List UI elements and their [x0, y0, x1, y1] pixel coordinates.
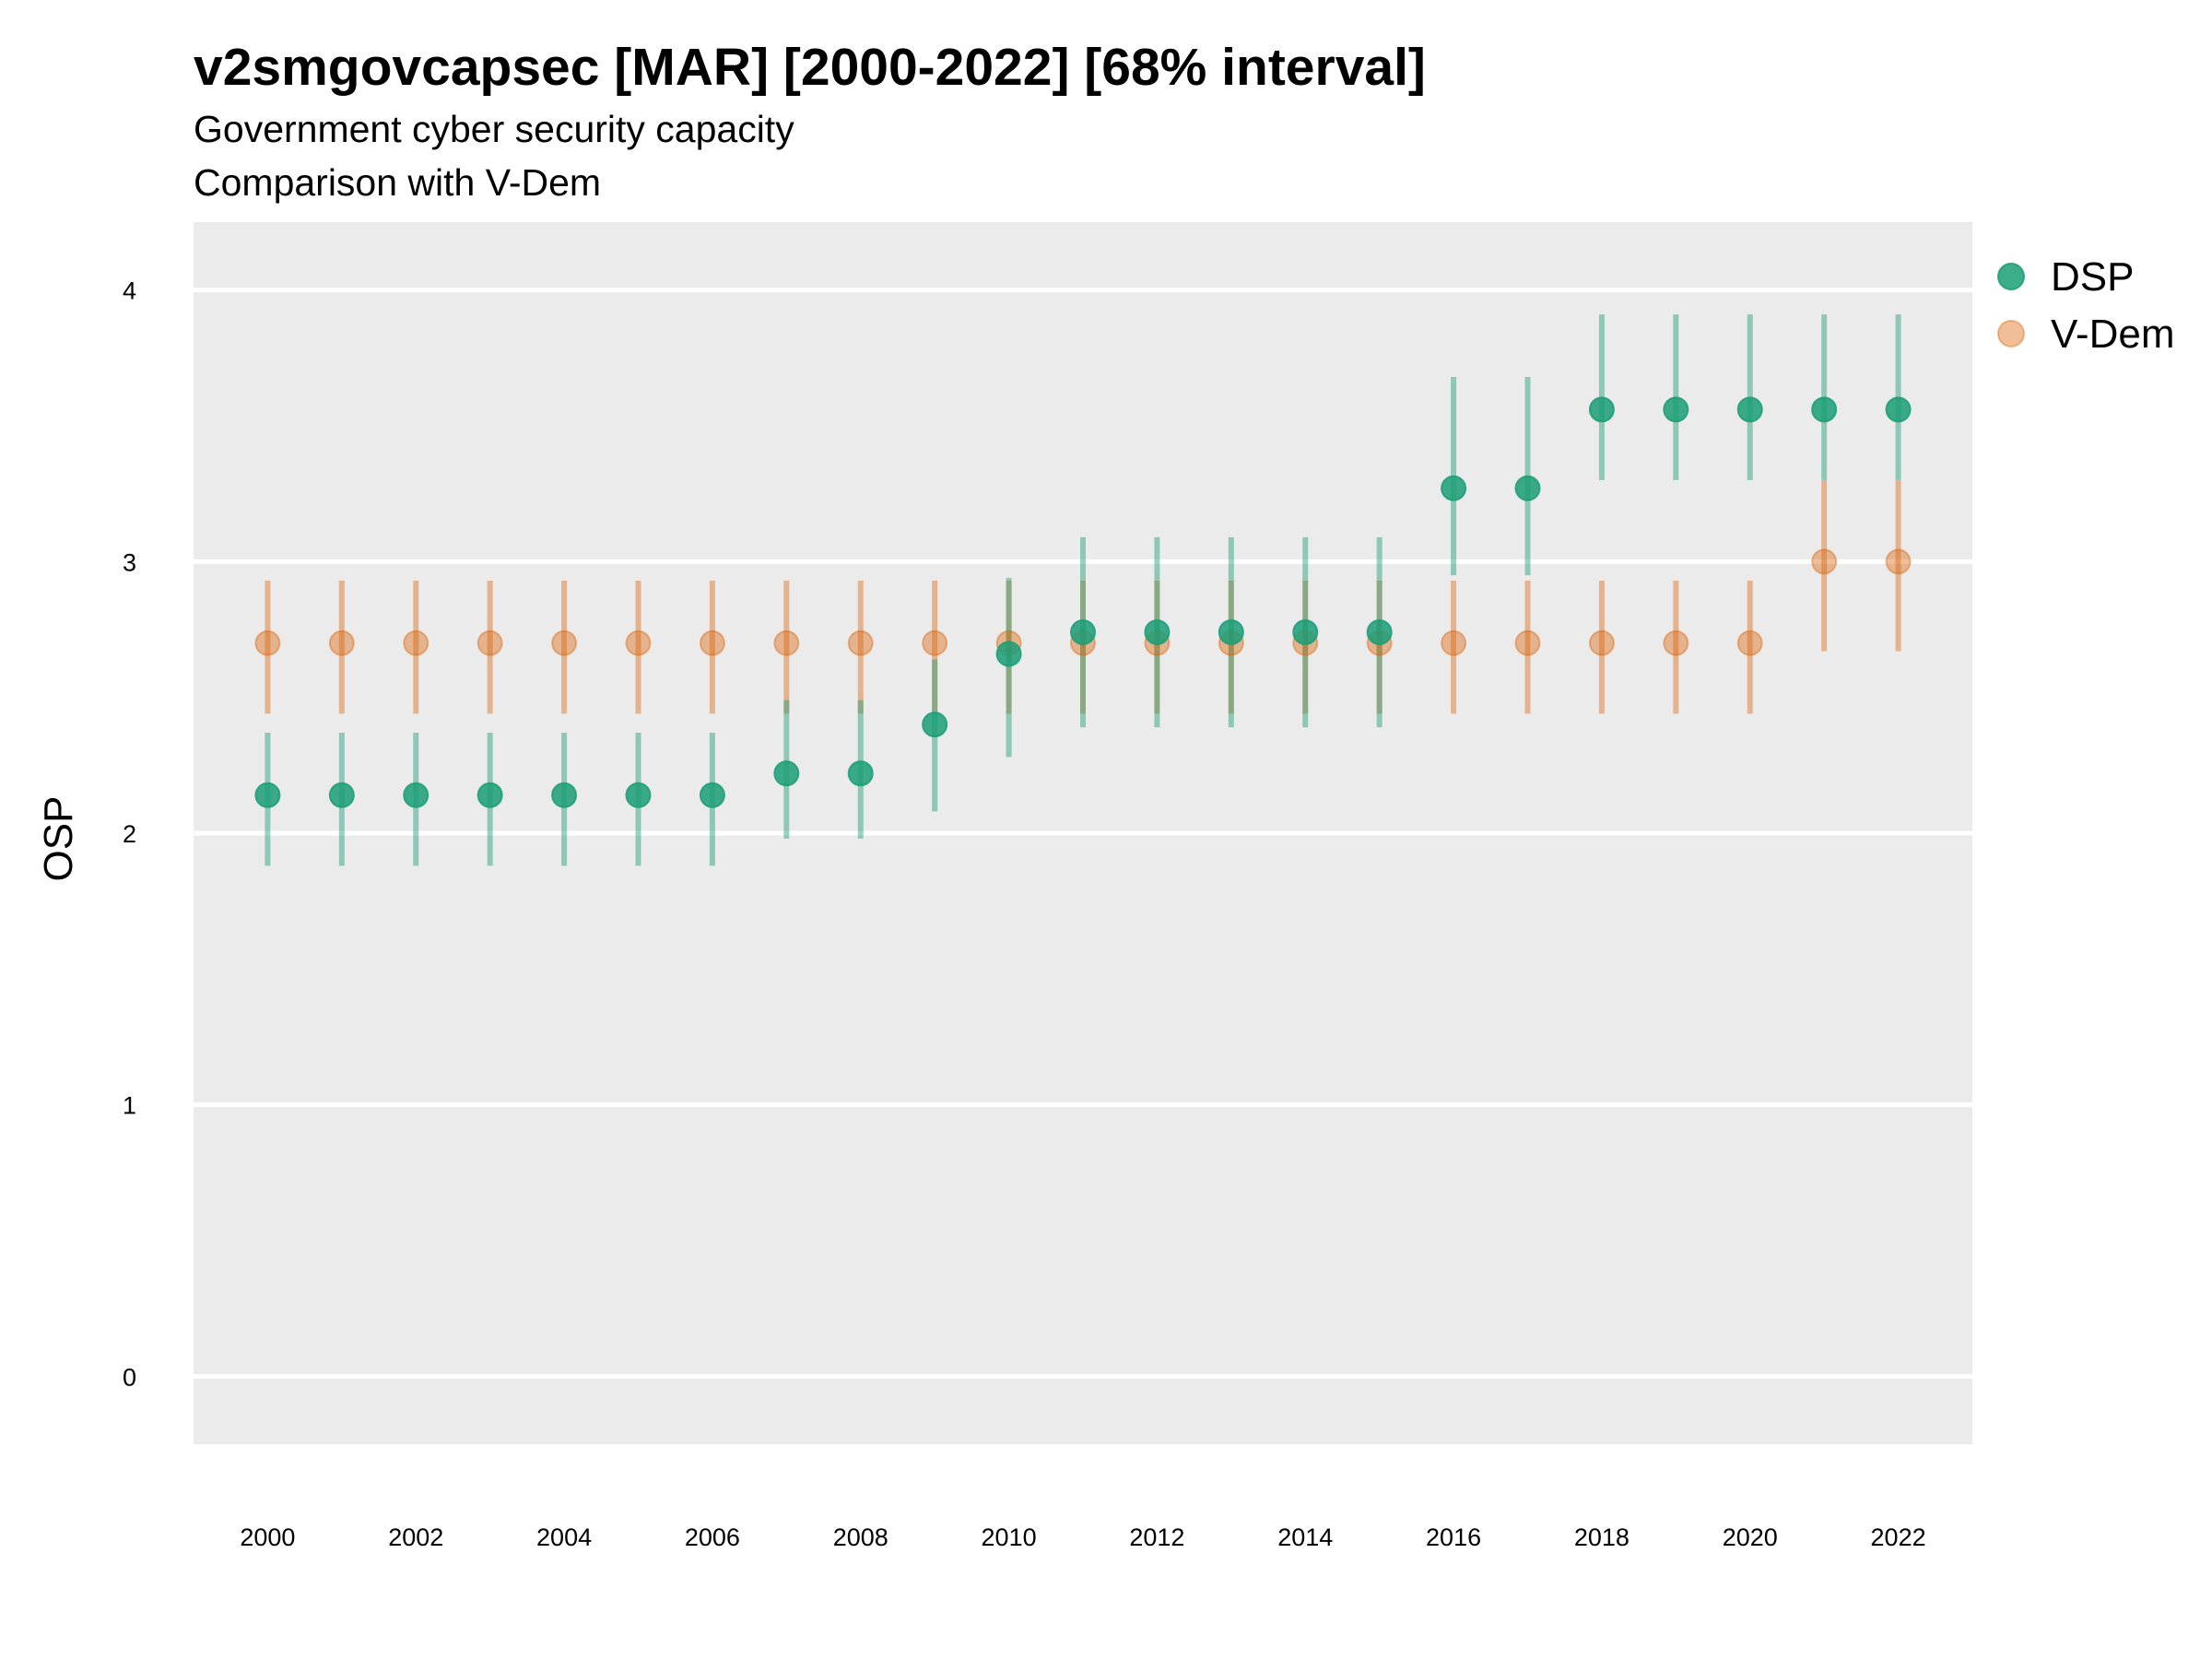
legend-label: DSP	[2051, 254, 2134, 300]
x-tick-label: 2002	[388, 1524, 443, 1551]
data-point	[254, 782, 281, 808]
data-points	[254, 396, 1912, 808]
x-tick-label: 2014	[1277, 1524, 1333, 1551]
data-point	[1736, 396, 1763, 423]
y-tick-label: 2	[123, 820, 136, 848]
legend-key	[1997, 320, 2025, 347]
chart-subtitle: Government cyber security capacity	[194, 108, 794, 150]
data-point	[403, 629, 429, 656]
y-axis-ticks: 0 1 2 3 4	[123, 277, 136, 1392]
data-point	[477, 629, 503, 656]
data-point	[922, 712, 948, 738]
data-point	[1663, 396, 1689, 423]
data-point	[847, 760, 874, 787]
data-point	[1366, 618, 1393, 645]
data-point	[847, 629, 874, 656]
data-point	[699, 629, 725, 656]
x-tick-label: 2020	[1723, 1524, 1778, 1551]
y-tick-label: 1	[123, 1092, 136, 1120]
legend: DSP V-Dem	[1997, 254, 2174, 357]
data-point	[551, 782, 578, 808]
y-tick-label: 0	[123, 1363, 136, 1391]
data-point	[625, 629, 652, 656]
x-tick-label: 2000	[240, 1524, 295, 1551]
data-point	[1070, 618, 1096, 645]
data-point	[1663, 629, 1689, 656]
data-point	[773, 760, 800, 787]
chart-subtitle-2: Comparison with V-Dem	[194, 161, 601, 204]
x-tick-label: 2018	[1574, 1524, 1630, 1551]
x-tick-label: 2016	[1426, 1524, 1481, 1551]
data-point	[1218, 618, 1244, 645]
x-tick-label: 2004	[536, 1524, 592, 1551]
legend-key	[1997, 263, 2025, 290]
x-axis-ticks: 2000 2002 2004 2006 2008 2010 2012 2014 2016 2018…	[240, 1524, 1925, 1551]
data-point	[1885, 396, 1912, 423]
chart-title: v2smgovcapsec [MAR] [2000-2022] [68% int…	[194, 38, 1426, 97]
x-tick-label: 2006	[685, 1524, 740, 1551]
data-point	[1144, 618, 1171, 645]
data-point	[1811, 548, 1838, 575]
x-tick-label: 2008	[833, 1524, 888, 1551]
data-point	[1514, 475, 1541, 501]
x-tick-label: 2010	[982, 1524, 1037, 1551]
data-point	[1811, 396, 1838, 423]
data-point	[773, 629, 800, 656]
legend-label: V-Dem	[2051, 312, 2174, 357]
x-tick-label: 2012	[1129, 1524, 1184, 1551]
x-tick-label: 2022	[1871, 1524, 1926, 1551]
data-point	[1441, 475, 1467, 501]
data-point	[699, 782, 725, 808]
y-axis-title: OSP	[36, 796, 81, 882]
data-point	[1885, 548, 1912, 575]
data-point	[254, 629, 281, 656]
data-point	[403, 782, 429, 808]
data-point	[477, 782, 503, 808]
y-tick-label: 4	[123, 277, 136, 305]
data-point	[625, 782, 652, 808]
y-tick-label: 3	[123, 548, 136, 576]
data-point	[1514, 629, 1541, 656]
data-point	[1588, 629, 1615, 656]
data-point	[995, 641, 1022, 667]
data-point	[1588, 396, 1615, 423]
data-point	[922, 629, 948, 656]
data-point	[328, 782, 355, 808]
grid-lines	[194, 288, 1972, 1379]
data-point	[1441, 629, 1467, 656]
data-point	[551, 629, 578, 656]
data-point	[1292, 618, 1319, 645]
data-point	[1736, 629, 1763, 656]
data-point	[328, 629, 355, 656]
